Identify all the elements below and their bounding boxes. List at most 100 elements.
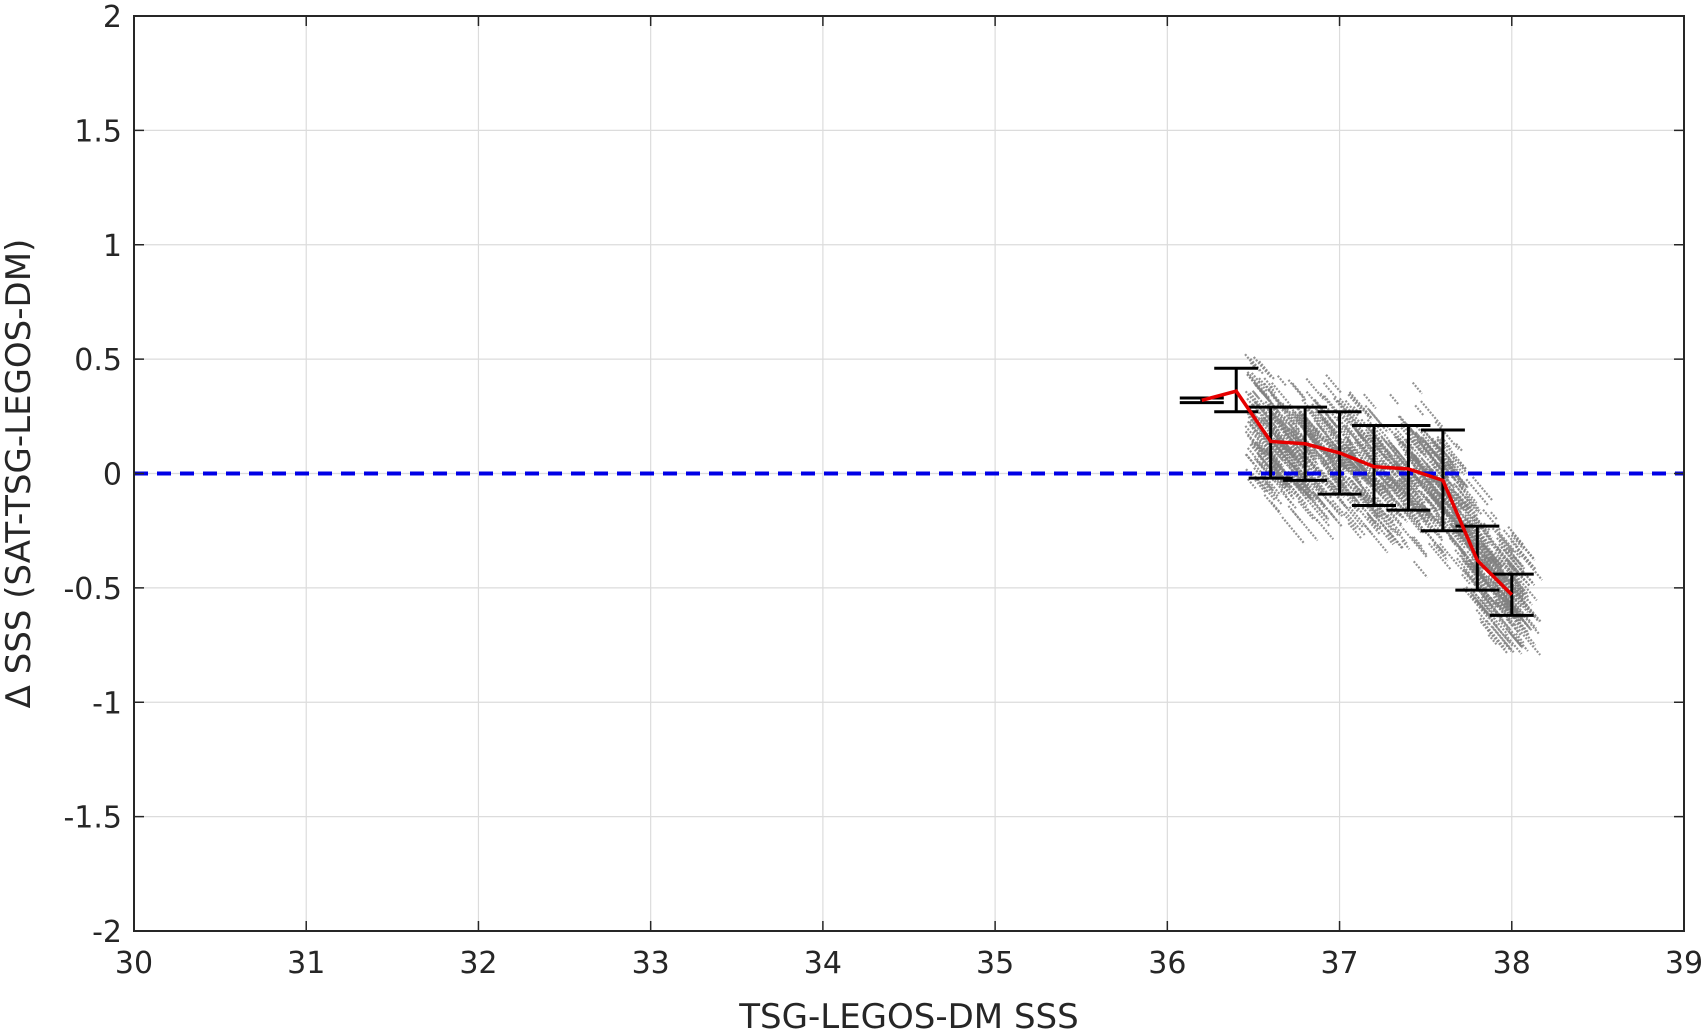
scatter-point: [1342, 478, 1357, 494]
scatter-point: [1497, 556, 1522, 585]
x-tick-label: 35: [976, 946, 1014, 981]
scatter-point: [1252, 356, 1272, 378]
scatter-point: [1288, 462, 1311, 488]
scatter-point: [1483, 542, 1495, 554]
scatter-point: [1291, 382, 1306, 399]
scatter-point: [1244, 425, 1254, 436]
scatter-point: [1516, 549, 1543, 581]
scatter-point: [1342, 454, 1370, 487]
scatter-point: [1494, 557, 1502, 567]
scatter-point: [1451, 514, 1474, 541]
scatter-point: [1341, 425, 1351, 436]
scatter-point: [1275, 410, 1289, 426]
scatter-point: [1426, 442, 1449, 469]
scatter-point: [1367, 516, 1380, 531]
scatter-point: [1466, 502, 1479, 517]
scatter-point: [1415, 425, 1433, 446]
scatter-point: [1377, 441, 1399, 467]
scatter-point: [1420, 472, 1432, 485]
scatter-point: [1249, 361, 1257, 370]
x-tick-label: 31: [287, 946, 325, 981]
scatter-point: [1483, 554, 1492, 564]
scatter-point: [1253, 435, 1262, 444]
scatter-point: [1390, 446, 1399, 456]
scatter-point: [1465, 478, 1490, 507]
scatter-point: [1285, 479, 1308, 507]
scatter-point: [1485, 619, 1512, 651]
scatter-point: [1329, 482, 1337, 491]
scatter-point: [1374, 519, 1383, 530]
scatter-point: [1393, 528, 1408, 545]
scatter-point: [1260, 418, 1287, 449]
scatter-point: [1304, 406, 1329, 435]
scatter-point: [1436, 439, 1446, 450]
scatter-point: [1453, 490, 1481, 523]
scatter-point: [1464, 528, 1478, 543]
scatter-point: [1297, 500, 1315, 520]
scatter-point: [1335, 435, 1345, 446]
scatter-point: [1514, 584, 1525, 596]
scatter-point: [1246, 420, 1261, 437]
scatter-point: [1292, 454, 1306, 469]
scatter-point: [1478, 545, 1492, 561]
scatter-point: [1367, 513, 1395, 546]
scatter-point: [1501, 619, 1529, 652]
y-tick-label: -0.5: [63, 572, 122, 607]
scatter-point: [1482, 588, 1506, 616]
scatter-point: [1507, 563, 1517, 573]
scatter-point: [1459, 491, 1474, 508]
scatter-point: [1319, 426, 1332, 441]
scatter-point: [1244, 453, 1255, 465]
scatter-point: [1481, 576, 1500, 598]
scatter-point: [1514, 594, 1533, 616]
scatter-point: [1480, 551, 1508, 583]
scatter-point: [1387, 439, 1400, 454]
scatter-point: [1348, 392, 1372, 420]
scatter-point: [1417, 500, 1438, 525]
scatter-point: [1285, 444, 1307, 469]
scatter-point: [1507, 567, 1517, 578]
scatter-point: [1498, 533, 1515, 553]
scatter-point: [1287, 416, 1296, 426]
y-tick-label: 1: [103, 229, 122, 264]
scatter-point: [1379, 443, 1404, 472]
scatter-point: [1255, 447, 1270, 463]
scatter-point: [1342, 438, 1355, 452]
scatter-point: [1480, 558, 1502, 583]
scatter-point: [1331, 499, 1357, 530]
scatter-point: [1311, 431, 1322, 442]
scatter-point: [1389, 393, 1400, 406]
scatter-point: [1490, 511, 1498, 521]
scatter-point: [1256, 452, 1266, 462]
scatter-point: [1503, 602, 1529, 633]
x-tick-label: 34: [804, 946, 842, 981]
scatter-point: [1471, 476, 1494, 502]
scatter-point: [1386, 449, 1411, 479]
scatter-point: [1368, 471, 1395, 503]
scatter-point: [1480, 555, 1504, 583]
scatter-point: [1258, 360, 1276, 381]
scatter-point: [1455, 443, 1464, 453]
scatter-point: [1403, 511, 1423, 535]
scatter-point: [1437, 545, 1447, 557]
scatter-point: [1447, 458, 1457, 469]
scatter-point: [1458, 533, 1470, 548]
scatter-point: [1290, 463, 1315, 492]
scatter-point: [1401, 539, 1411, 550]
scatter-point: [1507, 526, 1525, 547]
scatter-point: [1434, 420, 1460, 450]
scatter-point: [1308, 458, 1319, 472]
scatter-point: [1336, 478, 1351, 495]
scatter-point: [1288, 423, 1299, 435]
scatter-point: [1397, 442, 1408, 454]
scatter-point: [1459, 512, 1487, 545]
scatter-point: [1299, 478, 1327, 511]
scatter-point: [1263, 437, 1288, 467]
scatter-point: [1407, 424, 1434, 456]
scatter-point: [1494, 551, 1517, 578]
scatter-point: [1390, 477, 1416, 507]
scatter-point: [1326, 407, 1341, 424]
scatter-point: [1413, 475, 1439, 505]
scatter-point: [1348, 391, 1374, 420]
scatter-point: [1348, 460, 1376, 493]
